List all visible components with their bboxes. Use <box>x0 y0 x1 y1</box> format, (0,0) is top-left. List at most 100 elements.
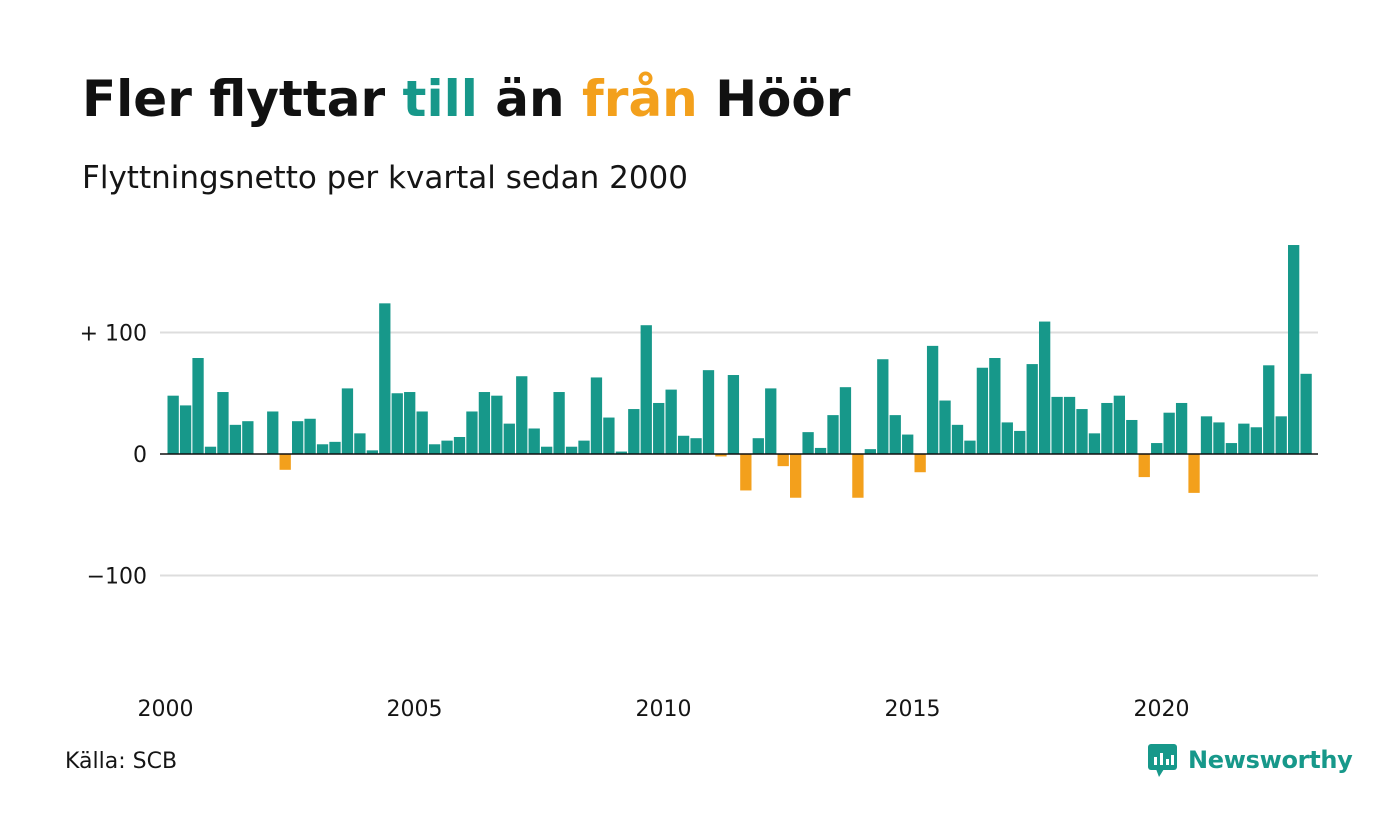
bar <box>1213 422 1225 454</box>
bar <box>279 454 291 470</box>
bar <box>1076 409 1088 455</box>
bar <box>1014 430 1026 455</box>
source-label: Källa: SCB <box>65 749 178 774</box>
bar <box>590 377 603 454</box>
bar <box>491 395 503 454</box>
bar <box>1001 422 1013 454</box>
bar <box>665 389 677 455</box>
title-part-5: Höör <box>697 70 851 128</box>
bar <box>229 424 242 454</box>
bar <box>1151 443 1163 454</box>
bar <box>528 428 540 455</box>
bar <box>1188 454 1200 493</box>
bar <box>839 387 852 455</box>
bar <box>292 421 304 454</box>
x-tick-label: 2010 <box>636 697 692 722</box>
bar <box>466 411 478 455</box>
bar <box>516 376 528 454</box>
bar <box>628 409 640 455</box>
bar <box>677 435 690 454</box>
x-tick-label: 2020 <box>1134 697 1190 722</box>
bar <box>790 454 802 498</box>
bar <box>926 345 939 455</box>
y-tick-label: 0 <box>133 443 147 468</box>
bar <box>715 454 727 457</box>
bar <box>740 454 752 491</box>
bar <box>914 454 926 473</box>
bar <box>1101 402 1113 454</box>
chart-title: Fler flyttar till än från Höör <box>82 70 850 128</box>
bar <box>565 446 578 454</box>
bar <box>802 432 814 454</box>
bar <box>615 451 627 454</box>
title-part-3: än <box>477 70 583 128</box>
bar <box>640 325 652 454</box>
bar <box>989 358 1001 454</box>
y-axis-tick-labels: + 100 0 −100 <box>80 322 147 590</box>
bars <box>167 245 1312 498</box>
bar <box>1200 416 1213 454</box>
bar <box>379 303 391 454</box>
bar <box>777 454 789 467</box>
bar <box>416 411 428 455</box>
bar <box>951 424 964 454</box>
bar <box>1026 364 1038 454</box>
bar <box>852 454 864 498</box>
bar <box>1113 395 1125 454</box>
bar <box>453 436 466 454</box>
bar <box>964 440 976 454</box>
title-part-till: till <box>402 70 478 128</box>
bar <box>366 450 378 455</box>
bar <box>1138 454 1150 478</box>
bar <box>217 392 229 454</box>
bar <box>727 375 740 454</box>
bar <box>503 423 515 455</box>
bar <box>653 402 665 454</box>
bar <box>167 395 179 454</box>
y-tick-label: −100 <box>87 565 147 590</box>
bar <box>204 446 217 454</box>
bar <box>902 434 914 454</box>
bar <box>391 393 403 454</box>
bar <box>1051 396 1063 454</box>
bar <box>889 415 901 454</box>
bar <box>1039 321 1051 454</box>
bar <box>242 421 254 454</box>
bar <box>428 444 441 454</box>
bar <box>404 392 416 454</box>
x-tick-label: 2005 <box>387 697 443 722</box>
bar <box>578 440 590 454</box>
bar <box>192 358 204 454</box>
bar <box>1163 412 1175 454</box>
bar <box>553 392 565 454</box>
bar <box>304 418 316 454</box>
bar <box>541 446 553 454</box>
bar <box>827 415 839 454</box>
bar <box>179 405 192 454</box>
bar <box>316 444 329 454</box>
bar <box>1175 402 1188 454</box>
brand-name: Newsworthy <box>1188 746 1353 774</box>
bar <box>976 367 989 455</box>
bar <box>603 417 615 454</box>
bar <box>1088 433 1101 455</box>
bar <box>877 359 889 454</box>
x-tick-label: 2000 <box>138 697 194 722</box>
bar <box>329 441 341 454</box>
bar <box>864 449 876 454</box>
newsworthy-brand: Newsworthy <box>1146 742 1353 778</box>
bar <box>478 392 491 454</box>
gridlines <box>160 331 1318 577</box>
title-part-fran: från <box>582 70 698 128</box>
bar <box>267 411 279 455</box>
bar <box>1263 365 1275 455</box>
x-tick-label: 2015 <box>885 697 941 722</box>
bar <box>341 388 354 454</box>
chart-subtitle: Flyttningsnetto per kvartal sedan 2000 <box>82 160 688 196</box>
bar <box>690 438 702 454</box>
newsworthy-logo-icon <box>1148 744 1177 777</box>
bar <box>702 370 715 454</box>
y-tick-label: + 100 <box>80 322 147 347</box>
bar <box>354 433 366 455</box>
